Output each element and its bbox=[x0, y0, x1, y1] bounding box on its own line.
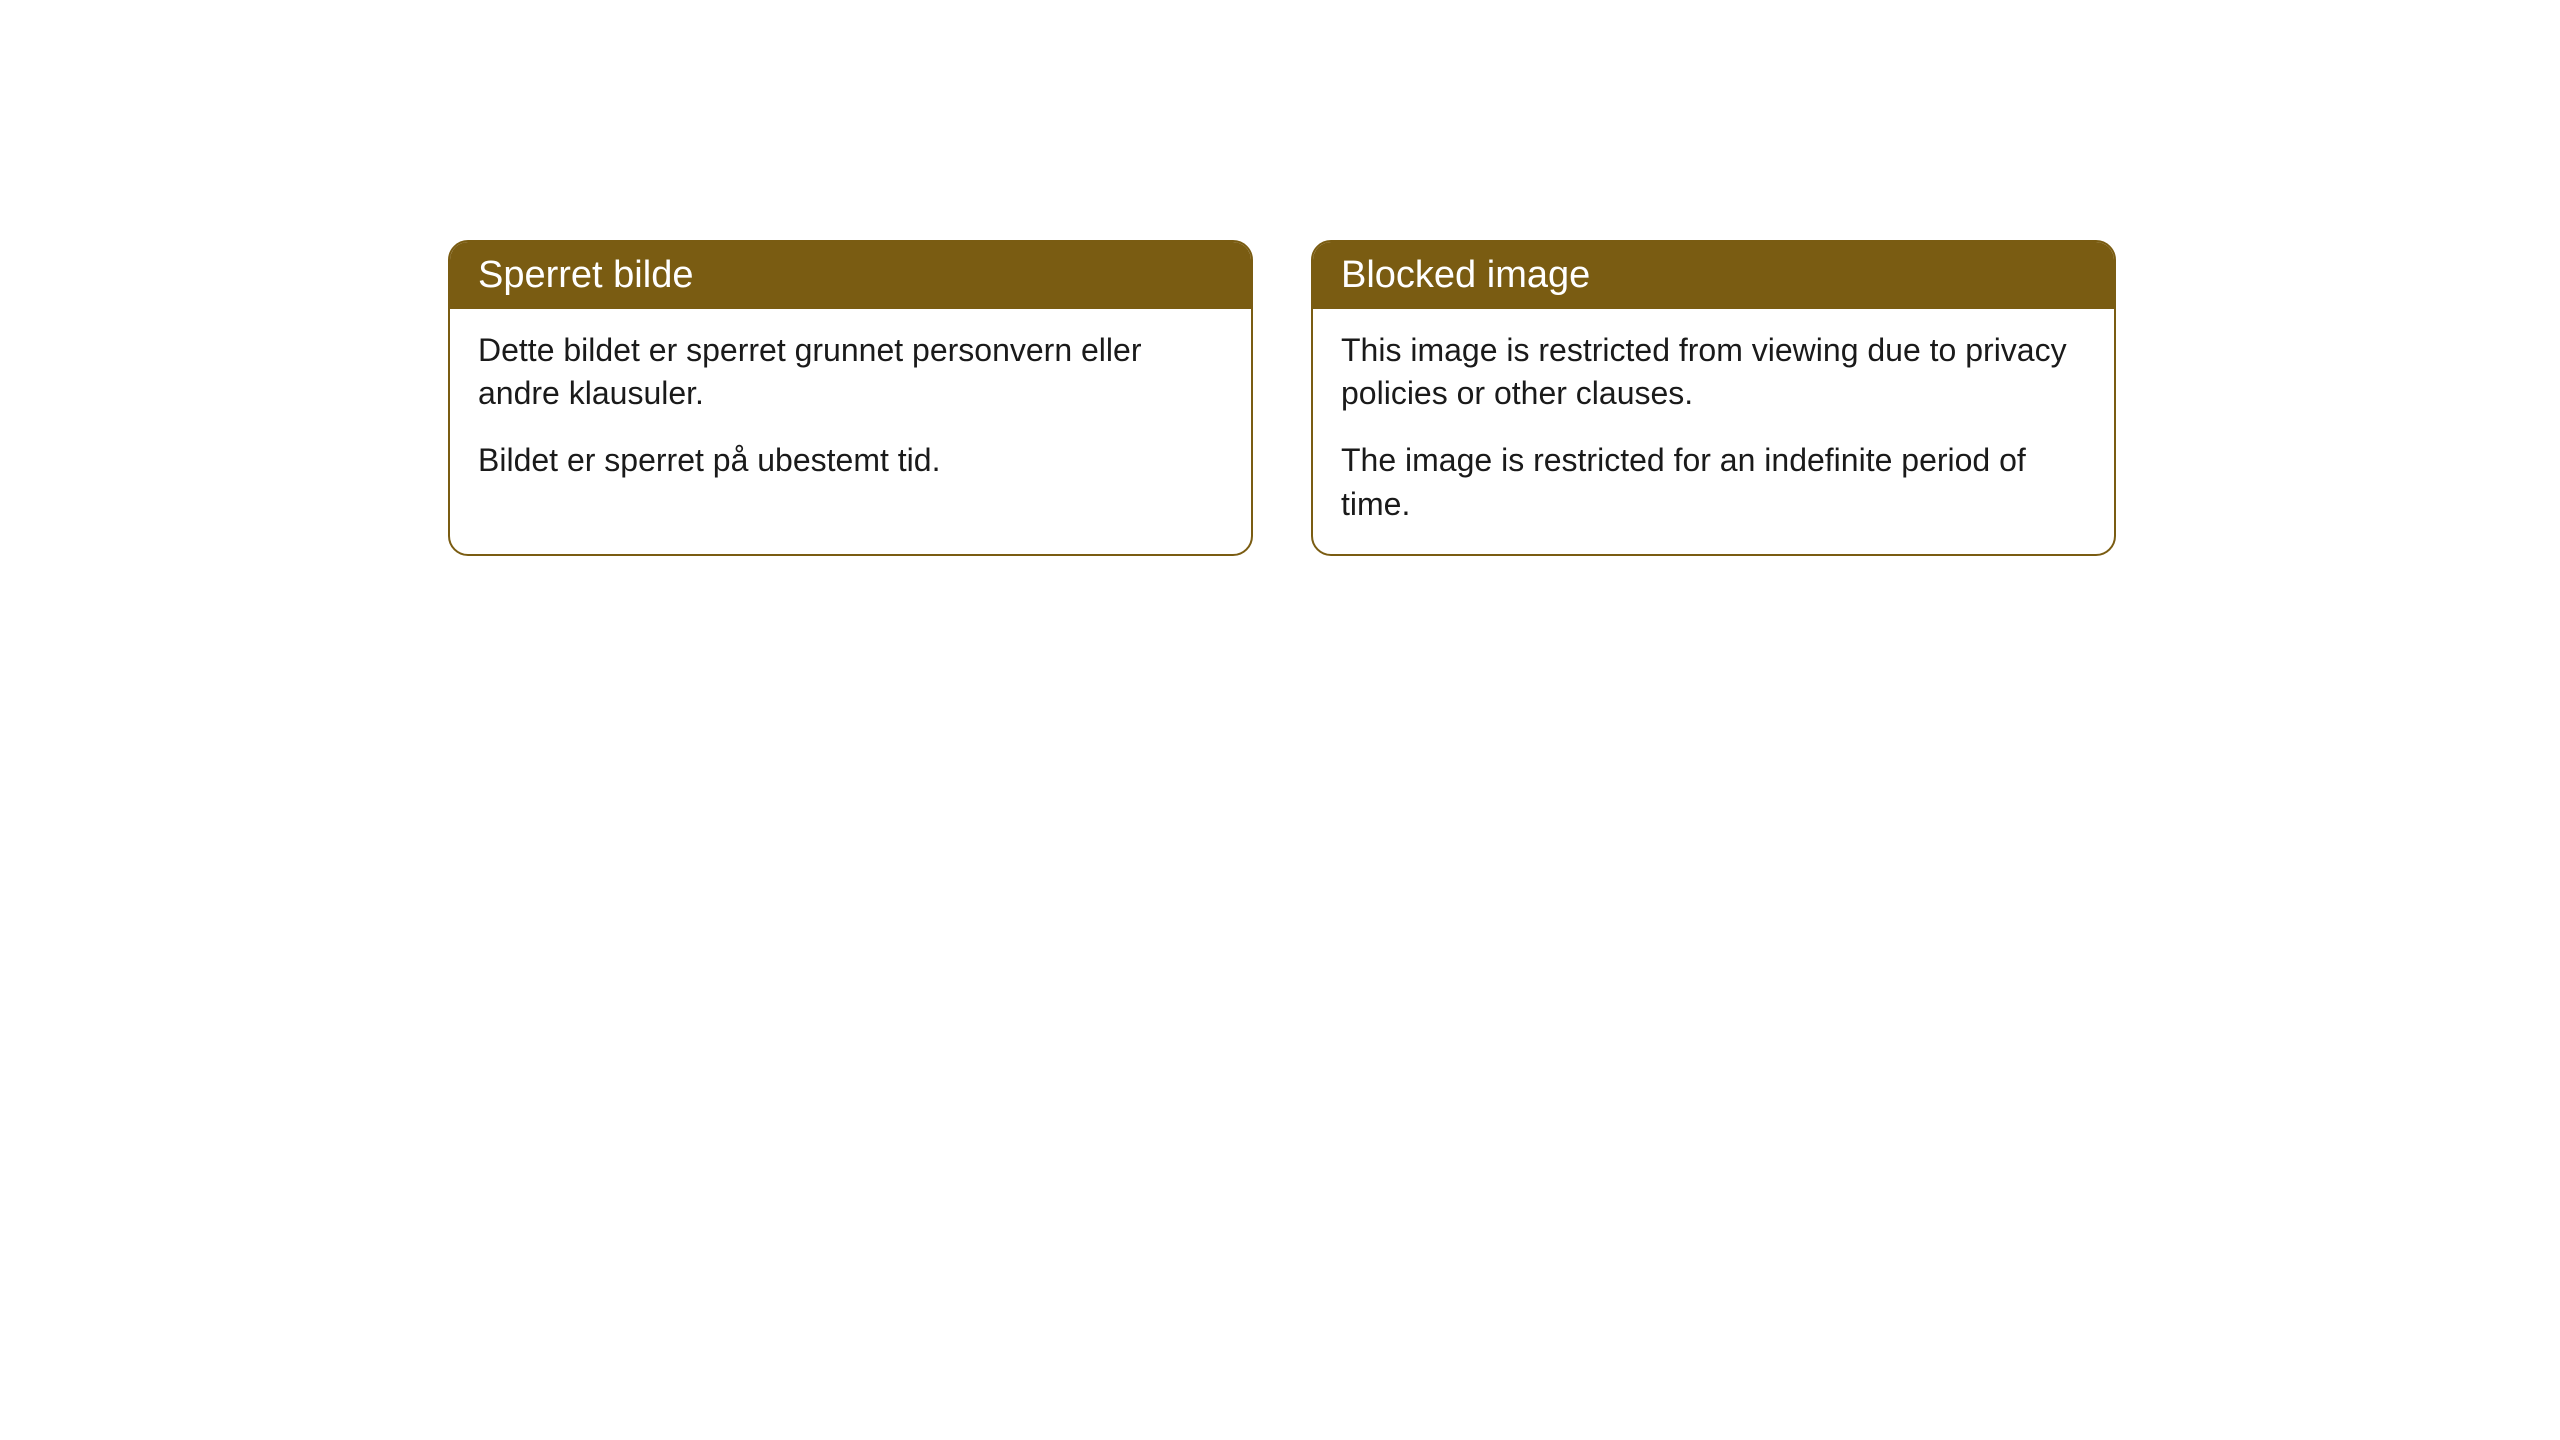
card-header-en: Blocked image bbox=[1313, 242, 2114, 309]
card-body-en: This image is restricted from viewing du… bbox=[1313, 309, 2114, 554]
blocked-image-card-no: Sperret bilde Dette bildet er sperret gr… bbox=[448, 240, 1253, 556]
card-paragraph-en-1: This image is restricted from viewing du… bbox=[1341, 329, 2086, 415]
card-header-no: Sperret bilde bbox=[450, 242, 1251, 309]
blocked-image-card-en: Blocked image This image is restricted f… bbox=[1311, 240, 2116, 556]
card-paragraph-en-2: The image is restricted for an indefinit… bbox=[1341, 439, 2086, 525]
card-paragraph-no-1: Dette bildet er sperret grunnet personve… bbox=[478, 329, 1223, 415]
card-body-no: Dette bildet er sperret grunnet personve… bbox=[450, 309, 1251, 511]
card-paragraph-no-2: Bildet er sperret på ubestemt tid. bbox=[478, 439, 1223, 482]
card-title-no: Sperret bilde bbox=[478, 254, 693, 296]
card-title-en: Blocked image bbox=[1341, 254, 1590, 296]
blocked-image-cards: Sperret bilde Dette bildet er sperret gr… bbox=[448, 240, 2116, 556]
